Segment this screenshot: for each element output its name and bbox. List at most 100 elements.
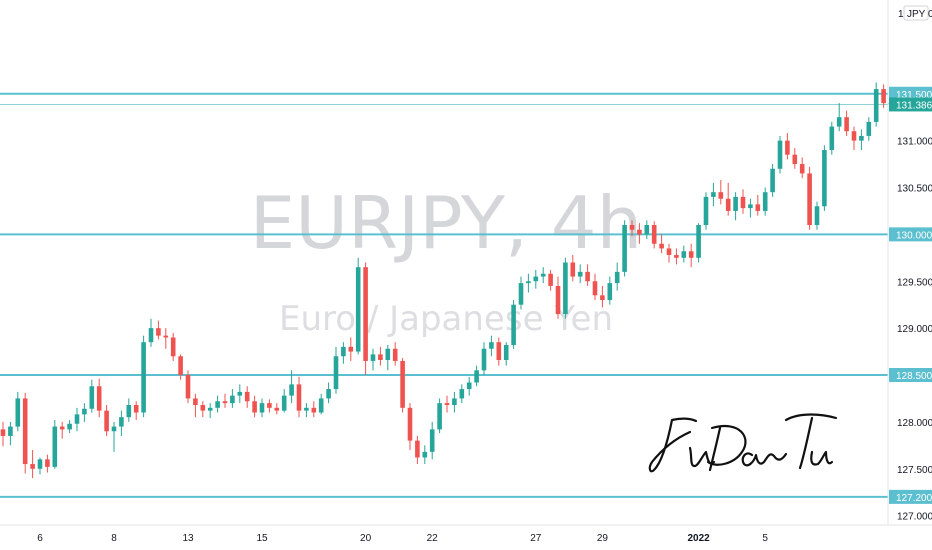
candle[interactable] xyxy=(82,403,87,422)
candle[interactable] xyxy=(785,133,790,160)
candle[interactable] xyxy=(755,195,761,216)
candle[interactable] xyxy=(52,420,58,469)
candle[interactable] xyxy=(718,180,724,205)
candle[interactable] xyxy=(281,389,287,413)
candle[interactable] xyxy=(873,82,879,127)
candle[interactable] xyxy=(829,121,835,155)
candle[interactable] xyxy=(681,245,687,263)
candle[interactable] xyxy=(518,276,524,310)
candle[interactable] xyxy=(600,285,605,308)
candle[interactable] xyxy=(614,262,620,291)
candle[interactable] xyxy=(126,398,132,422)
candle[interactable] xyxy=(67,420,72,434)
candle[interactable] xyxy=(577,264,583,284)
candle[interactable] xyxy=(792,148,798,169)
candle[interactable] xyxy=(563,257,568,319)
candle[interactable] xyxy=(725,182,731,216)
candle[interactable] xyxy=(644,220,650,240)
candle[interactable] xyxy=(415,435,420,465)
candle[interactable] xyxy=(851,126,857,150)
candle[interactable] xyxy=(696,223,701,263)
candle[interactable] xyxy=(422,445,428,465)
candle[interactable] xyxy=(200,401,206,418)
candle[interactable] xyxy=(540,267,546,284)
candle[interactable] xyxy=(844,110,849,136)
horizontal-levels[interactable] xyxy=(0,92,888,498)
time-axis[interactable]: 6 8 13 15 20 22 27 29 2022 5 xyxy=(37,533,768,544)
candle[interactable] xyxy=(104,405,109,436)
candle[interactable] xyxy=(378,346,383,366)
candle[interactable] xyxy=(711,182,716,207)
candle[interactable] xyxy=(452,391,457,413)
candle[interactable] xyxy=(59,421,65,439)
candlestick-series[interactable] xyxy=(0,82,894,479)
candle[interactable] xyxy=(156,320,161,340)
candle[interactable] xyxy=(437,398,442,434)
candle[interactable] xyxy=(148,318,154,347)
candle[interactable] xyxy=(666,243,672,263)
candle[interactable] xyxy=(215,395,220,413)
candle[interactable] xyxy=(651,221,657,249)
candle[interactable] xyxy=(548,270,553,291)
candle[interactable] xyxy=(748,198,753,218)
candle[interactable] xyxy=(341,342,346,364)
candle[interactable] xyxy=(622,220,627,277)
candle[interactable] xyxy=(133,401,139,420)
candle[interactable] xyxy=(8,421,13,446)
candle[interactable] xyxy=(237,384,243,404)
candle[interactable] xyxy=(30,450,35,479)
candle[interactable] xyxy=(496,337,502,366)
candle[interactable] xyxy=(777,135,783,174)
candle[interactable] xyxy=(296,376,302,418)
candle[interactable] xyxy=(526,273,531,293)
candle[interactable] xyxy=(859,129,864,150)
candle[interactable] xyxy=(429,421,435,460)
candle[interactable] xyxy=(407,403,413,450)
candle[interactable] xyxy=(163,328,169,349)
candle[interactable] xyxy=(459,384,465,404)
candle[interactable] xyxy=(89,379,95,413)
candle[interactable] xyxy=(119,410,124,436)
candle[interactable] xyxy=(363,262,368,376)
scale-mode-label[interactable]: 1 xyxy=(898,9,904,20)
candle[interactable] xyxy=(244,386,250,408)
candle[interactable] xyxy=(814,201,820,230)
candle[interactable] xyxy=(637,223,642,244)
candle[interactable] xyxy=(740,189,746,214)
candle[interactable] xyxy=(688,243,694,268)
candle[interactable] xyxy=(222,393,228,408)
candle[interactable] xyxy=(355,257,361,355)
candle[interactable] xyxy=(304,403,309,418)
candle[interactable] xyxy=(318,393,324,415)
candle[interactable] xyxy=(511,300,516,349)
candle[interactable] xyxy=(659,234,664,254)
candle[interactable] xyxy=(311,401,317,418)
candle[interactable] xyxy=(193,393,198,418)
candle[interactable] xyxy=(607,276,613,305)
candle[interactable] xyxy=(629,220,635,237)
candle[interactable] xyxy=(503,342,509,366)
candle[interactable] xyxy=(348,337,354,361)
candle[interactable] xyxy=(555,276,561,319)
candle[interactable] xyxy=(259,398,265,418)
candle[interactable] xyxy=(585,264,590,286)
candle[interactable] xyxy=(733,192,738,221)
candle[interactable] xyxy=(481,342,487,375)
candle[interactable] xyxy=(674,248,679,265)
candle[interactable] xyxy=(822,145,827,211)
candle[interactable] xyxy=(207,403,213,419)
candle[interactable] xyxy=(230,389,235,408)
candle[interactable] xyxy=(370,348,376,371)
candle[interactable] xyxy=(74,407,80,432)
candle[interactable] xyxy=(111,421,117,452)
candle[interactable] xyxy=(178,354,183,380)
candle[interactable] xyxy=(866,117,872,141)
candle[interactable] xyxy=(96,378,102,418)
candle[interactable] xyxy=(267,399,272,413)
candle[interactable] xyxy=(592,273,598,300)
candle[interactable] xyxy=(15,391,21,432)
candle[interactable] xyxy=(333,346,339,394)
candle[interactable] xyxy=(762,187,768,216)
candle[interactable] xyxy=(274,403,280,415)
